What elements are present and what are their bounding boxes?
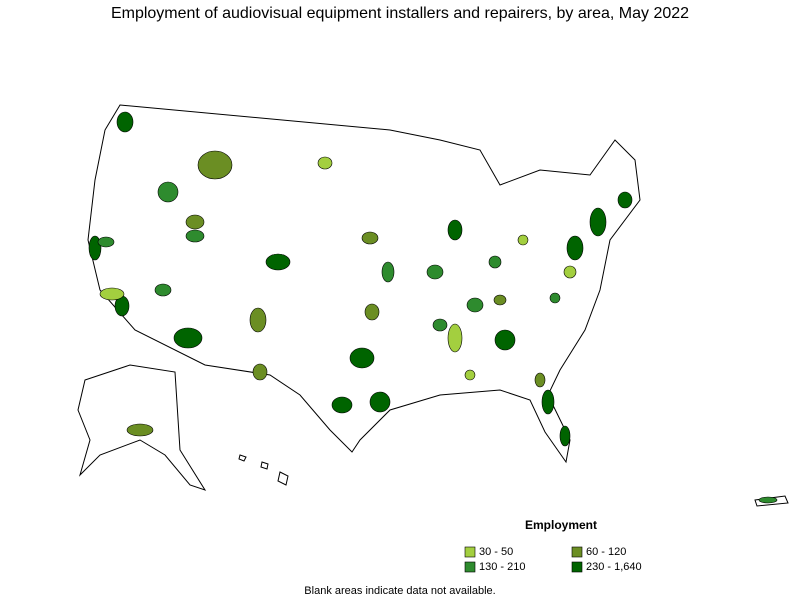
us-outline <box>87 104 641 464</box>
metro-area <box>249 307 267 333</box>
areas <box>88 111 778 504</box>
metro-area <box>185 229 205 243</box>
metro-area <box>493 294 507 306</box>
metro-area <box>381 261 395 283</box>
map-title: Employment of audiovisual equipment inst… <box>111 5 689 22</box>
hawaii-outline <box>238 454 289 486</box>
metro-area <box>97 236 115 248</box>
metro-area <box>173 327 203 349</box>
metro-area <box>197 150 233 180</box>
metro-area <box>157 181 179 203</box>
metro-area <box>447 323 463 353</box>
metro-area <box>331 396 353 414</box>
legend-label: 30 - 50 <box>479 546 513 558</box>
metro-area <box>369 391 391 413</box>
metro-area <box>566 235 584 261</box>
legend-label: 230 - 1,640 <box>586 561 642 573</box>
legend-label: 130 - 210 <box>479 561 525 573</box>
metro-area <box>617 191 633 209</box>
metro-area <box>517 234 529 246</box>
metro-area <box>464 369 476 381</box>
metro-area <box>559 425 571 447</box>
legend: 30 - 50 60 - 120 130 - 210 230 - 1,640 <box>464 546 642 573</box>
metro-area <box>99 287 125 301</box>
metro-area <box>426 264 444 280</box>
metro-area <box>364 303 380 321</box>
metro-area <box>185 214 205 230</box>
legend-label: 60 - 120 <box>586 546 626 558</box>
legend-swatch <box>571 561 583 573</box>
metro-area <box>265 253 291 271</box>
legend-title: Employment <box>525 518 597 532</box>
metro-area <box>488 255 502 269</box>
metro-area <box>758 496 778 504</box>
legend-swatch <box>464 546 476 558</box>
footnote: Blank areas indicate data not available. <box>304 585 495 597</box>
metro-area <box>432 318 448 332</box>
metro-area <box>116 111 134 133</box>
metro-area <box>494 329 516 351</box>
metro-area <box>252 363 268 381</box>
metro-area <box>541 389 555 415</box>
metro-area <box>447 219 463 241</box>
metro-area <box>349 347 375 369</box>
metro-area <box>466 297 484 313</box>
metro-area <box>589 207 607 237</box>
metro-area <box>317 156 333 170</box>
metro-area <box>126 423 154 437</box>
legend-swatch <box>464 561 476 573</box>
metro-area <box>549 292 561 304</box>
metro-area <box>361 231 379 245</box>
metro-area <box>534 372 546 388</box>
legend-swatch <box>571 546 583 558</box>
metro-area <box>563 265 577 279</box>
metro-area <box>154 283 172 297</box>
